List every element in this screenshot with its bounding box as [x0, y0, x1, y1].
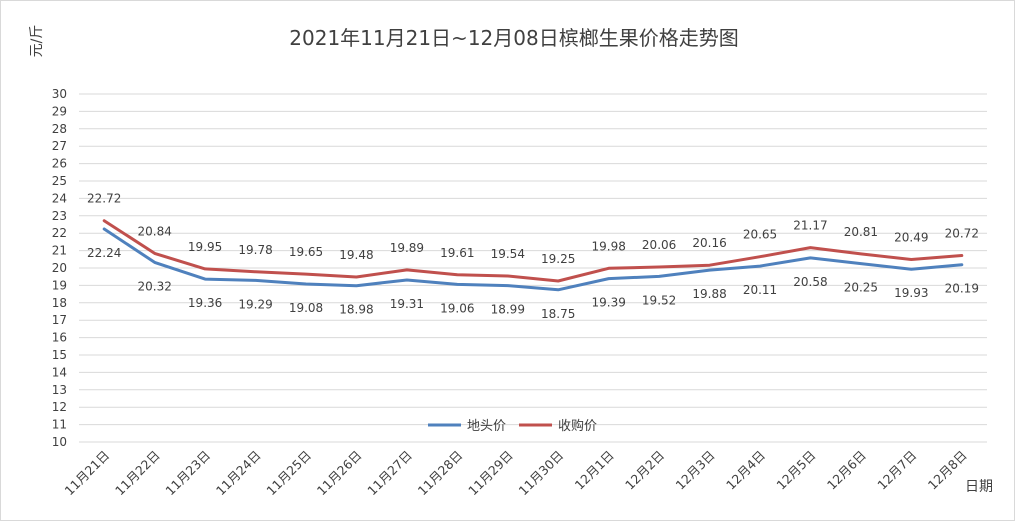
data-label: 19.06 [440, 301, 474, 315]
data-label: 20.16 [692, 236, 726, 250]
y-tick-label: 15 [52, 348, 67, 362]
series-lines [102, 219, 964, 292]
y-tick-label: 10 [52, 435, 67, 449]
x-tick-label: 12月3日 [673, 448, 718, 493]
x-tick-label: 11月23日 [162, 448, 213, 499]
data-label: 20.84 [137, 224, 171, 238]
data-label: 21.17 [793, 219, 827, 233]
data-label: 20.06 [642, 238, 676, 252]
y-tick-label: 30 [52, 87, 67, 101]
data-label: 18.99 [491, 303, 525, 317]
x-axis-label: 日期 [965, 479, 993, 495]
data-label: 19.52 [642, 293, 676, 307]
y-tick-label: 25 [52, 174, 67, 188]
data-label: 19.61 [440, 246, 474, 260]
data-label: 20.32 [137, 279, 171, 293]
data-label: 19.36 [188, 296, 222, 310]
y-tick-label: 23 [52, 209, 67, 223]
data-label: 19.93 [894, 286, 928, 300]
x-tick-label: 11月24日 [213, 448, 264, 499]
data-label: 19.89 [390, 241, 424, 255]
y-tick-label: 29 [52, 104, 67, 118]
x-tick-label: 11月22日 [112, 448, 163, 499]
legend: 地头价 收购价 [428, 418, 597, 434]
data-label: 20.81 [844, 225, 878, 239]
data-label: 20.25 [844, 281, 878, 295]
series-line-1 [102, 227, 964, 292]
y-tick-label: 27 [52, 139, 67, 153]
x-tick-label: 12月5日 [773, 448, 818, 493]
legend-label-2: 收购价 [558, 418, 597, 434]
y-tick-label: 16 [52, 331, 67, 345]
data-label: 22.72 [87, 192, 121, 206]
y-tick-label: 18 [52, 296, 67, 310]
series-line-2 [102, 219, 964, 283]
data-label: 18.98 [339, 303, 373, 317]
x-tick-label: 11月29日 [465, 448, 516, 499]
data-label: 20.11 [743, 283, 777, 297]
y-tick-label: 20 [52, 261, 67, 275]
y-axis-label: 元/斤 [29, 25, 45, 58]
data-label: 19.65 [289, 245, 323, 259]
data-label: 20.19 [945, 282, 979, 296]
x-tick-label: 11月28日 [415, 448, 466, 499]
data-label: 19.25 [541, 252, 575, 266]
data-label: 19.54 [491, 247, 525, 261]
data-label: 19.48 [339, 248, 373, 262]
y-tick-label: 22 [52, 226, 67, 240]
data-label: 19.95 [188, 240, 222, 254]
gridlines [79, 93, 987, 443]
data-label: 18.75 [541, 307, 575, 321]
data-label: 22.24 [87, 246, 121, 260]
chart-title: 2021年11月21日~12月08日槟榔生果价格走势图 [289, 26, 738, 50]
x-tick-label: 11月25日 [263, 448, 314, 499]
data-label: 19.39 [591, 296, 625, 310]
y-tick-label: 14 [52, 365, 67, 379]
data-label: 19.08 [289, 301, 323, 315]
x-tick-label: 11月26日 [314, 448, 365, 499]
y-tick-label: 11 [52, 418, 67, 432]
x-tick-label: 12月7日 [874, 448, 919, 493]
data-label: 20.49 [894, 230, 928, 244]
y-tick-label: 13 [52, 383, 67, 397]
y-tick-label: 28 [52, 122, 67, 136]
x-tick-label: 12月2日 [622, 448, 667, 493]
y-tick-label: 12 [52, 400, 67, 414]
data-label: 20.65 [743, 228, 777, 242]
x-tick-label: 12月6日 [824, 448, 869, 493]
data-label: 19.98 [591, 239, 625, 253]
data-label: 19.31 [390, 297, 424, 311]
x-tick-label: 11月21日 [62, 448, 113, 499]
data-label: 19.78 [238, 243, 272, 257]
y-tick-label: 17 [52, 313, 67, 327]
legend-label-1: 地头价 [467, 419, 506, 434]
x-tick-label: 12月4日 [723, 448, 768, 493]
data-label: 20.58 [793, 275, 827, 289]
y-tick-label: 24 [52, 191, 67, 205]
data-label: 19.29 [238, 297, 272, 311]
x-tick-label: 12月8日 [925, 448, 970, 493]
x-tick-label: 12月1日 [572, 448, 617, 493]
data-labels: 22.24 20.32 19.36 19.29 19.08 18.98 19.31 19.06… [87, 192, 979, 321]
y-tick-label: 21 [52, 244, 67, 258]
x-tick-label: 11月30日 [516, 448, 567, 499]
x-tick-label: 11月27日 [364, 448, 415, 499]
y-axis-ticks: 10 11 12 13 14 15 16 17 18 19 20 21 22 23 24 25 26 27 28 29… [52, 87, 67, 449]
y-tick-label: 19 [52, 278, 67, 292]
y-tick-label: 26 [52, 157, 67, 171]
data-label: 19.88 [692, 287, 726, 301]
data-label: 20.72 [945, 226, 979, 240]
x-axis-ticks: 11月21日 11月22日 11月23日 11月24日 11月25日 11月26日 11月2… [62, 448, 970, 499]
